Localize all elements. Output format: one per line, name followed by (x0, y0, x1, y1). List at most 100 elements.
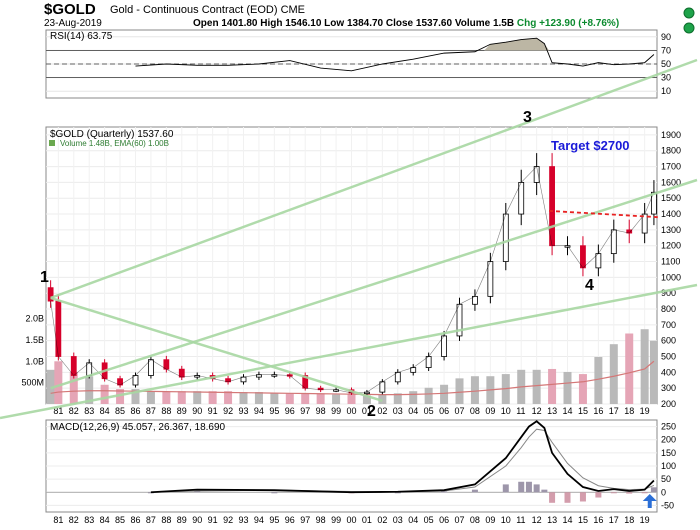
macd-year-tick-label: 01 (362, 515, 372, 525)
macd-year-tick-label: 09 (485, 515, 495, 525)
macd-year-tick-label: 95 (269, 515, 279, 525)
volume-bar (239, 392, 248, 404)
macd-label: MACD(12,26,9) 45.057, 26.367, 18.690 (50, 422, 226, 433)
macd-tick-label: 200 (661, 435, 676, 445)
volume-bar (224, 391, 233, 404)
price-tick-label: 1800 (661, 146, 681, 156)
ohlc-values: Open 1401.80 High 1546.10 Low 1384.70 Cl… (193, 18, 515, 29)
change-readout: Chg +123.90 (+8.76%) (516, 18, 620, 29)
year-tick-label: 13 (547, 406, 557, 416)
macd-year-tick-label: 98 (316, 515, 326, 525)
macd-histogram-bar (471, 489, 478, 493)
year-tick-label: 16 (593, 406, 603, 416)
price-candle-body (70, 356, 77, 376)
macd-histogram-bar (147, 492, 154, 494)
macd-year-tick-label: 04 (408, 515, 418, 525)
year-tick-label: 02 (377, 406, 387, 416)
macd-year-tick-label: 13 (547, 515, 557, 525)
year-tick-label: 03 (393, 406, 403, 416)
macd-year-tick-label: 85 (115, 515, 125, 525)
price-candle-body (148, 359, 154, 376)
macd-histogram-bar (549, 492, 556, 503)
green-dot-icon (683, 22, 695, 34)
rsi-tick-label: 90 (661, 32, 671, 42)
volume-bar (362, 395, 371, 404)
price-tick-label: 300 (661, 383, 676, 393)
macd-histogram-bar (650, 487, 657, 493)
rsi-panel: 90 70 50 30 10 RSI(14) 63.75 (45, 29, 671, 99)
lower-channel-line (0, 283, 698, 420)
price-tick-label: 1100 (661, 257, 680, 267)
macd-year-tick-label: 92 (223, 515, 233, 525)
wave-label-4: 4 (585, 277, 594, 294)
volume-bar (332, 394, 341, 404)
year-tick-label: 98 (316, 406, 326, 416)
volume-bar (270, 393, 279, 404)
price-tick-label: 1200 (661, 241, 681, 251)
volume-bar (177, 391, 186, 404)
macd-year-tick-label: 05 (424, 515, 434, 525)
volume-bar (548, 368, 557, 404)
macd-year-tick-label: 03 (393, 515, 403, 525)
macd-year-tick-label: 11 (516, 515, 525, 525)
rsi-tick-label: 70 (661, 45, 671, 55)
year-tick-label: 04 (408, 406, 418, 416)
year-tick-label: 94 (254, 406, 264, 416)
contract-name: Gold - Continuous Contract (EOD) CME (110, 4, 306, 16)
year-tick-label: 85 (115, 406, 125, 416)
volume-bar (316, 393, 325, 404)
volume-tick-label: 1.5B (25, 335, 44, 345)
quote-date: 23-Aug-2019 (44, 18, 102, 29)
macd-histogram-bar (541, 489, 548, 493)
year-tick-label: 96 (285, 406, 295, 416)
rsi-label: RSI(14) 63.75 (50, 31, 113, 42)
price-candle-body (549, 166, 555, 247)
volume-bar (440, 384, 449, 404)
year-tick-label: 83 (84, 406, 94, 416)
macd-histogram-bar (595, 492, 602, 498)
macd-year-tick-label: 90 (192, 515, 202, 525)
wave-label-3: 3 (523, 109, 532, 126)
macd-tick-label: 50 (661, 474, 671, 484)
volume-bar (85, 376, 94, 404)
upper-channel-line (50, 58, 698, 300)
year-tick-label: 84 (100, 406, 110, 416)
volume-bar (424, 387, 433, 404)
macd-histogram-bar (610, 492, 617, 494)
year-tick-label: 91 (208, 406, 218, 416)
volume-legend-swatch (49, 140, 55, 146)
macd-histogram-bar (194, 490, 201, 493)
blue-arrow-icon (642, 494, 657, 508)
macd-year-tick-label: 99 (331, 515, 341, 525)
volume-bar (532, 369, 541, 404)
price-candle-body (580, 245, 586, 269)
volume-panel-label: Volume 1.48B, EMA(60) 1.00B (60, 139, 169, 148)
macd-histogram-bar (579, 492, 586, 502)
volume-bar (378, 394, 387, 404)
macd-year-tick-label: 18 (624, 515, 634, 525)
price-tick-label: 1700 (661, 162, 681, 172)
wave-label-1: 1 (40, 269, 49, 286)
year-tick-label: 87 (146, 406, 156, 416)
price-tick-label: 600 (661, 336, 676, 346)
year-tick-label: 93 (238, 406, 248, 416)
rsi-tick-label: 10 (661, 86, 671, 96)
macd-tick-label: 100 (661, 461, 676, 471)
middle-channel-line (50, 178, 698, 390)
rsi-tick-label: 50 (661, 59, 671, 69)
rsi-line (135, 37, 655, 72)
macd-histogram-bar (394, 492, 401, 494)
green-dot-icon (683, 7, 695, 19)
macd-year-tick-label: 94 (254, 515, 264, 525)
macd-tick-label: -50 (661, 500, 674, 510)
year-tick-label: 10 (501, 406, 511, 416)
volume-bar (69, 371, 78, 404)
year-tick-label: 88 (161, 406, 171, 416)
macd-year-tick-label: 07 (455, 515, 465, 525)
volume-bar (393, 393, 402, 404)
macd-year-tick-label: 87 (146, 515, 156, 525)
ohlc-readout: Open 1401.80 High 1546.10 Low 1384.70 Cl… (193, 18, 619, 29)
macd-year-tick-label: 83 (84, 515, 94, 525)
